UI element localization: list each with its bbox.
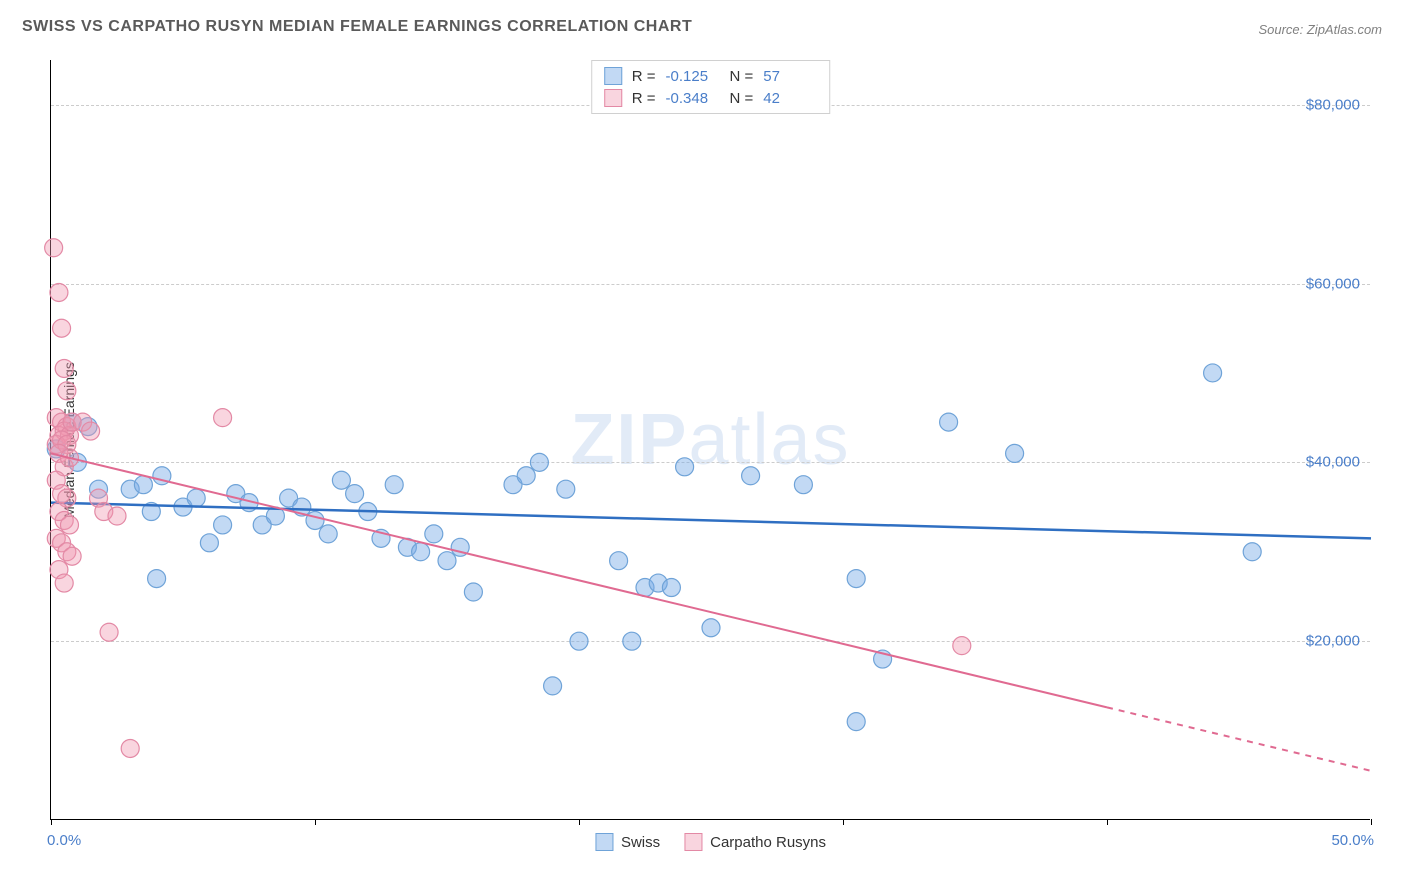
- data-point-carpatho-rusyns: [82, 422, 100, 440]
- data-point-carpatho-rusyns: [45, 239, 63, 257]
- trend-line-1: [51, 453, 1107, 707]
- data-point-swiss: [662, 579, 680, 597]
- data-point-swiss: [847, 570, 865, 588]
- n-label-0: N =: [730, 68, 754, 85]
- stats-legend-row-1: R = -0.348 N = 42: [604, 87, 818, 109]
- trend-line-0: [51, 503, 1371, 539]
- data-point-carpatho-rusyns: [214, 409, 232, 427]
- data-point-swiss: [332, 471, 350, 489]
- data-point-swiss: [742, 467, 760, 485]
- data-point-swiss: [464, 583, 482, 601]
- data-point-swiss: [544, 677, 562, 695]
- data-point-swiss: [610, 552, 628, 570]
- r-label-1: R =: [632, 90, 656, 107]
- n-label-1: N =: [730, 90, 754, 107]
- x-axis-min-label: 0.0%: [47, 832, 81, 849]
- series-legend: Swiss Carpatho Rusyns: [595, 833, 826, 851]
- swatch-swiss: [604, 67, 622, 85]
- data-point-swiss: [306, 511, 324, 529]
- data-point-carpatho-rusyns: [63, 547, 81, 565]
- data-point-swiss: [134, 476, 152, 494]
- data-point-swiss: [940, 413, 958, 431]
- data-point-swiss: [557, 480, 575, 498]
- source-label: Source: ZipAtlas.com: [1258, 22, 1382, 37]
- data-point-swiss: [702, 619, 720, 637]
- data-point-swiss: [794, 476, 812, 494]
- data-point-swiss: [1204, 364, 1222, 382]
- data-point-swiss: [623, 632, 641, 650]
- data-point-swiss: [412, 543, 430, 561]
- data-point-swiss: [319, 525, 337, 543]
- n-value-0: 57: [763, 68, 817, 85]
- data-point-carpatho-rusyns: [58, 382, 76, 400]
- data-point-swiss: [1006, 444, 1024, 462]
- data-point-swiss: [517, 467, 535, 485]
- stats-legend-row-0: R = -0.125 N = 57: [604, 65, 818, 87]
- stats-legend: R = -0.125 N = 57 R = -0.348 N = 42: [591, 60, 831, 114]
- data-point-swiss: [385, 476, 403, 494]
- legend-item-carpatho: Carpatho Rusyns: [684, 833, 826, 851]
- data-point-swiss: [438, 552, 456, 570]
- data-point-swiss: [214, 516, 232, 534]
- legend-swatch-carpatho: [684, 833, 702, 851]
- legend-label-swiss: Swiss: [621, 834, 660, 851]
- data-point-swiss: [200, 534, 218, 552]
- n-value-1: 42: [763, 90, 817, 107]
- r-value-0: -0.125: [666, 68, 720, 85]
- data-point-carpatho-rusyns: [121, 739, 139, 757]
- x-tick: [315, 819, 316, 825]
- legend-label-carpatho: Carpatho Rusyns: [710, 834, 826, 851]
- data-point-carpatho-rusyns: [55, 359, 73, 377]
- data-point-carpatho-rusyns: [60, 516, 78, 534]
- data-point-carpatho-rusyns: [53, 319, 71, 337]
- x-tick: [1371, 819, 1372, 825]
- data-point-swiss: [530, 453, 548, 471]
- x-tick: [843, 819, 844, 825]
- trend-line-extrap-1: [1107, 707, 1371, 770]
- data-point-swiss: [1243, 543, 1261, 561]
- x-axis-max-label: 50.0%: [1331, 832, 1374, 849]
- chart-title: SWISS VS CARPATHO RUSYN MEDIAN FEMALE EA…: [22, 18, 692, 36]
- data-point-swiss: [425, 525, 443, 543]
- legend-item-swiss: Swiss: [595, 833, 660, 851]
- data-point-carpatho-rusyns: [100, 623, 118, 641]
- r-label-0: R =: [632, 68, 656, 85]
- data-point-swiss: [847, 713, 865, 731]
- data-point-carpatho-rusyns: [50, 283, 68, 301]
- x-tick: [579, 819, 580, 825]
- x-tick: [1107, 819, 1108, 825]
- data-point-swiss: [570, 632, 588, 650]
- data-point-carpatho-rusyns: [953, 637, 971, 655]
- legend-swatch-swiss: [595, 833, 613, 851]
- chart-svg: [51, 60, 1370, 819]
- data-point-swiss: [676, 458, 694, 476]
- r-value-1: -0.348: [666, 90, 720, 107]
- data-point-swiss: [346, 485, 364, 503]
- data-point-swiss: [187, 489, 205, 507]
- plot-area: Median Female Earnings ZIPatlas $20,000$…: [50, 60, 1370, 820]
- data-point-carpatho-rusyns: [55, 574, 73, 592]
- x-tick: [51, 819, 52, 825]
- swatch-carpatho: [604, 89, 622, 107]
- data-point-carpatho-rusyns: [108, 507, 126, 525]
- data-point-swiss: [148, 570, 166, 588]
